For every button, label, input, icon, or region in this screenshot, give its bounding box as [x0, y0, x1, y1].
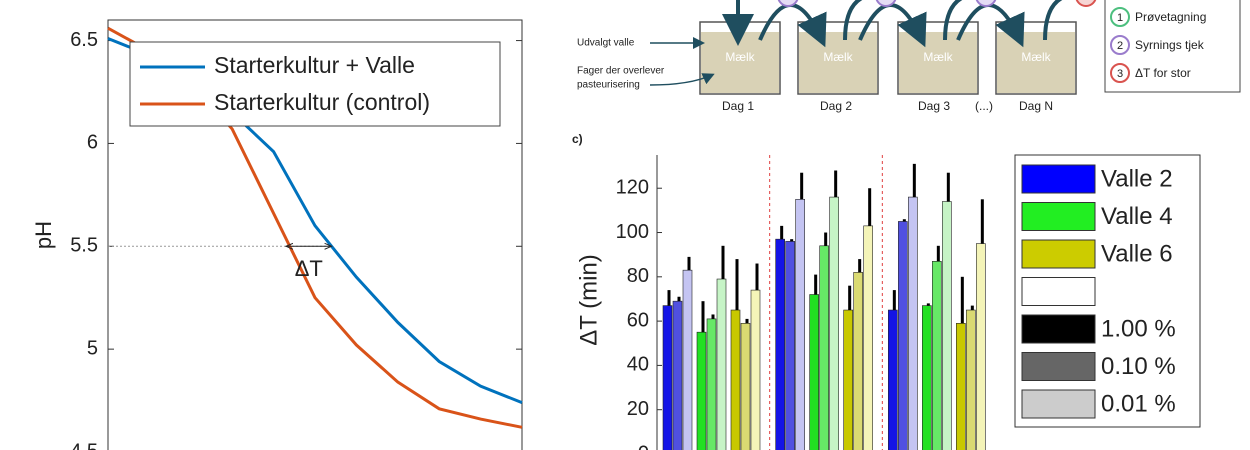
y-tick-label: 5.5 [70, 235, 98, 257]
input-arrow [649, 73, 715, 86]
bar [795, 198, 805, 450]
beaker [897, 21, 979, 95]
step-marker [1075, 0, 1097, 7]
legend-swatch [1021, 277, 1096, 306]
vessel-label: Mælk [823, 50, 853, 64]
legend-label: Valle 6 [1101, 240, 1173, 267]
key-entries: 1 Prøvetagning 2 Syrnings tjek 3 ΔT for stor [1110, 7, 1206, 83]
transfer-arrow [1043, 0, 1063, 41]
legend-swatch [1021, 239, 1096, 269]
bar [775, 238, 785, 450]
y-axis-title: pH [31, 221, 56, 249]
key-number: 2 [1117, 40, 1123, 52]
bar [672, 300, 683, 450]
legend-swatch [1021, 314, 1096, 344]
y-tick-label: 120 [616, 177, 649, 199]
step-marker [777, 0, 799, 7]
legend-label: Valle 2 [1101, 165, 1173, 192]
vessel-label: Mælk [1021, 50, 1051, 64]
y-axis-title: ΔT (min) [575, 254, 602, 346]
diagram: Mælk Mælk Mælk Mælk Dag 1 Dag 2 Dag 3 (.… [577, 0, 1241, 113]
bar [706, 318, 717, 450]
bar [829, 196, 839, 450]
key-label: Syrnings tjek [1135, 38, 1205, 52]
transfer-arrow [843, 0, 863, 41]
key-number: 1 [1117, 12, 1123, 24]
input-label: Udvalgt valle [577, 38, 635, 49]
day-label: Dag N [1019, 99, 1053, 113]
y-tick-label: 6 [87, 132, 98, 154]
day-label: Dag 1 [722, 99, 754, 113]
annotation: ΔT [295, 256, 323, 281]
bar [696, 331, 707, 450]
bar [966, 309, 976, 450]
key-circle [1110, 7, 1130, 27]
beaker [995, 21, 1077, 95]
bar [922, 305, 932, 450]
bar [976, 243, 986, 450]
bar [898, 221, 908, 450]
bar [750, 289, 761, 450]
vessels [699, 21, 1077, 95]
vessel-label: Mælk [725, 50, 755, 64]
bar [682, 269, 693, 450]
bar [863, 225, 873, 450]
ellipsis: (...) [975, 99, 993, 113]
key-label: Prøvetagning [1135, 10, 1206, 24]
legend-swatch [1021, 164, 1096, 194]
bar [740, 323, 751, 450]
day-label: Dag 3 [918, 99, 950, 113]
y-tick-label: 100 [616, 221, 649, 243]
input-label: pasteurisering [577, 80, 640, 91]
bar [716, 278, 727, 450]
legend [129, 41, 501, 127]
legend-label: Starterkultur (control) [214, 89, 430, 115]
y-tick-label: 4.5 [70, 440, 98, 450]
y-tick-label: 5 [87, 337, 98, 359]
legend-label: Valle 4 [1101, 203, 1173, 230]
y-tick-label: 20 [627, 398, 649, 420]
step-marker [875, 0, 897, 7]
legend-label: Starterkultur + Valle [214, 52, 415, 78]
bar [819, 245, 829, 450]
bar [853, 272, 863, 450]
key-circle [1110, 63, 1130, 83]
bar [932, 261, 942, 450]
y-tick-label: 6.5 [70, 29, 98, 51]
key-label: ΔT for stor [1135, 66, 1191, 80]
bar [908, 196, 918, 450]
transfer-arrow [943, 0, 963, 41]
legend-label: 0.10 % [1101, 353, 1176, 380]
legend-swatch [1021, 352, 1096, 381]
bar [843, 309, 853, 450]
input-label: Fager der overlever [577, 66, 665, 77]
plot-area [107, 19, 523, 450]
bar [809, 294, 819, 450]
bar [785, 241, 795, 450]
bar [888, 309, 898, 450]
y-tick-label: 80 [627, 265, 649, 287]
bar [730, 309, 741, 450]
bar [942, 201, 952, 450]
y-tick-label: 0 [638, 442, 649, 450]
legend-swatch [1021, 202, 1096, 231]
vessel-label: Mælk [923, 50, 953, 64]
bar [956, 323, 966, 450]
bar [662, 305, 673, 450]
step-marker [975, 0, 997, 7]
legend-label: 0.01 % [1101, 390, 1176, 417]
legend-label: 1.00 % [1101, 315, 1176, 342]
key-number: 3 [1117, 68, 1123, 80]
y-tick-label: 40 [627, 354, 649, 376]
panel-label: c) [572, 132, 583, 146]
beaker [797, 21, 879, 95]
y-tick-label: 60 [627, 309, 649, 331]
legend-swatch [1021, 389, 1096, 419]
key-circle [1110, 35, 1130, 55]
day-label: Dag 2 [820, 99, 852, 113]
